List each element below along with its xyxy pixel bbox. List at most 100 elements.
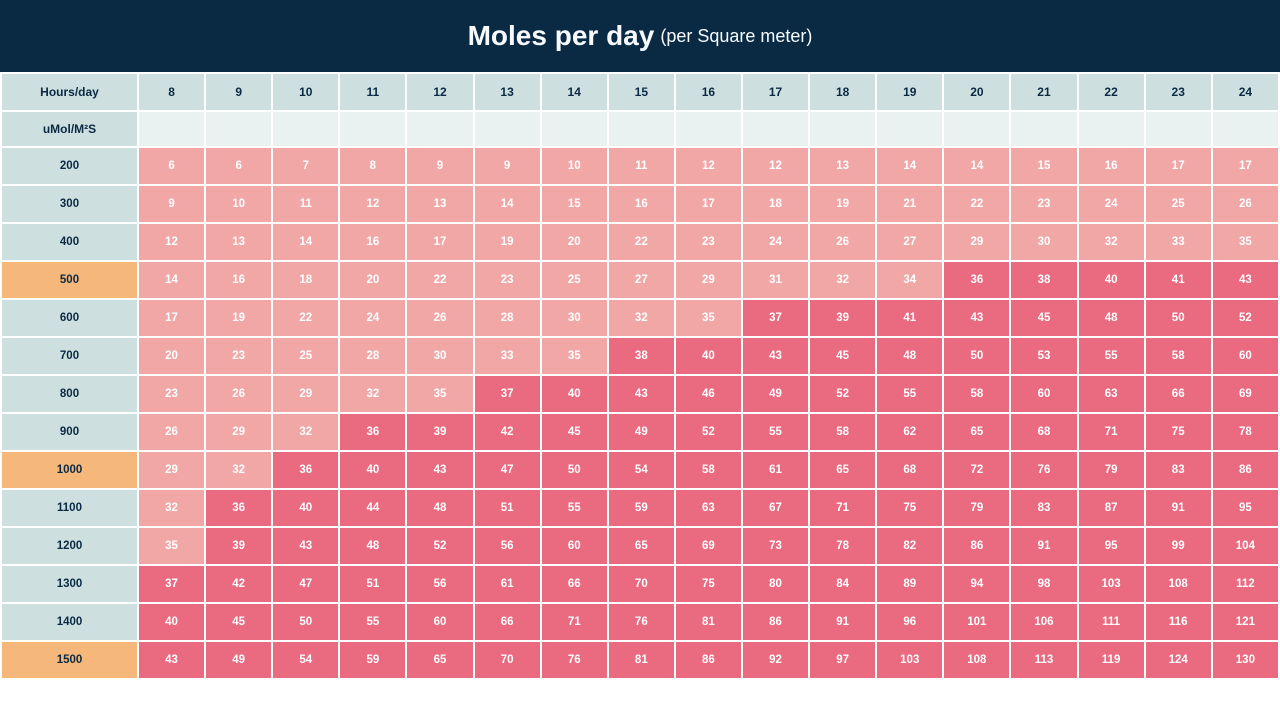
data-cell: 103: [877, 642, 942, 678]
data-cell: 34: [877, 262, 942, 298]
data-cell: 47: [475, 452, 540, 488]
data-cell: 39: [407, 414, 472, 450]
data-cell: 23: [206, 338, 271, 374]
data-cell: 49: [609, 414, 674, 450]
data-cell: 40: [340, 452, 405, 488]
data-cell: 22: [273, 300, 338, 336]
chart-header: Moles per day (per Square meter): [0, 0, 1280, 72]
col-header: 12: [407, 74, 472, 110]
data-cell: 130: [1213, 642, 1278, 678]
data-cell: 23: [139, 376, 204, 412]
data-cell: 103: [1079, 566, 1144, 602]
data-cell: 29: [139, 452, 204, 488]
data-cell: 35: [139, 528, 204, 564]
data-cell: 17: [1146, 148, 1211, 184]
data-cell: 65: [609, 528, 674, 564]
data-cell: 43: [609, 376, 674, 412]
data-cell: 13: [206, 224, 271, 260]
data-cell: 51: [340, 566, 405, 602]
data-cell: 12: [676, 148, 741, 184]
data-cell: 16: [1079, 148, 1144, 184]
data-cell: 9: [475, 148, 540, 184]
col-header: 17: [743, 74, 808, 110]
data-cell: 42: [475, 414, 540, 450]
unit-blank-cell: [1079, 112, 1144, 146]
unit-blank-cell: [1146, 112, 1211, 146]
row-header: 800: [2, 376, 137, 412]
data-cell: 43: [944, 300, 1009, 336]
data-cell: 70: [475, 642, 540, 678]
chart-title-main: Moles per day: [468, 20, 655, 52]
data-cell: 26: [206, 376, 271, 412]
unit-blank-cell: [475, 112, 540, 146]
data-cell: 50: [944, 338, 1009, 374]
data-cell: 106: [1011, 604, 1076, 640]
data-cell: 14: [273, 224, 338, 260]
data-cell: 50: [273, 604, 338, 640]
data-cell: 86: [1213, 452, 1278, 488]
row-header: 1100: [2, 490, 137, 526]
row-header: 1000: [2, 452, 137, 488]
data-cell: 29: [676, 262, 741, 298]
data-cell: 86: [944, 528, 1009, 564]
data-cell: 66: [475, 604, 540, 640]
data-cell: 43: [743, 338, 808, 374]
unit-blank-cell: [877, 112, 942, 146]
dli-table-wrap: Hours/day8910111213141516171819202122232…: [0, 72, 1280, 680]
unit-blank-cell: [810, 112, 875, 146]
table-head: Hours/day8910111213141516171819202122232…: [2, 74, 1278, 146]
col-header: 21: [1011, 74, 1076, 110]
data-cell: 52: [407, 528, 472, 564]
data-cell: 19: [206, 300, 271, 336]
data-cell: 36: [273, 452, 338, 488]
data-cell: 28: [475, 300, 540, 336]
dli-table: Hours/day8910111213141516171819202122232…: [0, 72, 1280, 680]
data-cell: 37: [743, 300, 808, 336]
data-cell: 108: [944, 642, 1009, 678]
data-cell: 28: [340, 338, 405, 374]
unit-blank-cell: [273, 112, 338, 146]
data-cell: 30: [542, 300, 607, 336]
data-cell: 19: [475, 224, 540, 260]
data-cell: 76: [1011, 452, 1076, 488]
data-cell: 86: [743, 604, 808, 640]
data-cell: 92: [743, 642, 808, 678]
col-header: 10: [273, 74, 338, 110]
data-cell: 25: [542, 262, 607, 298]
data-cell: 23: [1011, 186, 1076, 222]
data-cell: 32: [340, 376, 405, 412]
data-cell: 60: [542, 528, 607, 564]
data-cell: 71: [810, 490, 875, 526]
data-cell: 40: [1079, 262, 1144, 298]
data-cell: 60: [1213, 338, 1278, 374]
data-cell: 119: [1079, 642, 1144, 678]
data-cell: 58: [1146, 338, 1211, 374]
data-cell: 83: [1146, 452, 1211, 488]
data-cell: 63: [676, 490, 741, 526]
data-cell: 46: [676, 376, 741, 412]
data-cell: 111: [1079, 604, 1144, 640]
data-cell: 15: [542, 186, 607, 222]
data-cell: 20: [139, 338, 204, 374]
data-cell: 63: [1079, 376, 1144, 412]
data-cell: 39: [206, 528, 271, 564]
data-cell: 113: [1011, 642, 1076, 678]
data-cell: 27: [609, 262, 674, 298]
data-cell: 37: [475, 376, 540, 412]
data-cell: 45: [1011, 300, 1076, 336]
data-cell: 66: [1146, 376, 1211, 412]
data-cell: 112: [1213, 566, 1278, 602]
data-cell: 58: [810, 414, 875, 450]
data-cell: 29: [273, 376, 338, 412]
data-cell: 14: [944, 148, 1009, 184]
data-cell: 9: [407, 148, 472, 184]
data-cell: 36: [340, 414, 405, 450]
data-cell: 49: [743, 376, 808, 412]
data-cell: 59: [609, 490, 674, 526]
col-header: 24: [1213, 74, 1278, 110]
data-cell: 50: [1146, 300, 1211, 336]
data-cell: 98: [1011, 566, 1076, 602]
data-cell: 75: [877, 490, 942, 526]
data-cell: 55: [542, 490, 607, 526]
col-header: 18: [810, 74, 875, 110]
